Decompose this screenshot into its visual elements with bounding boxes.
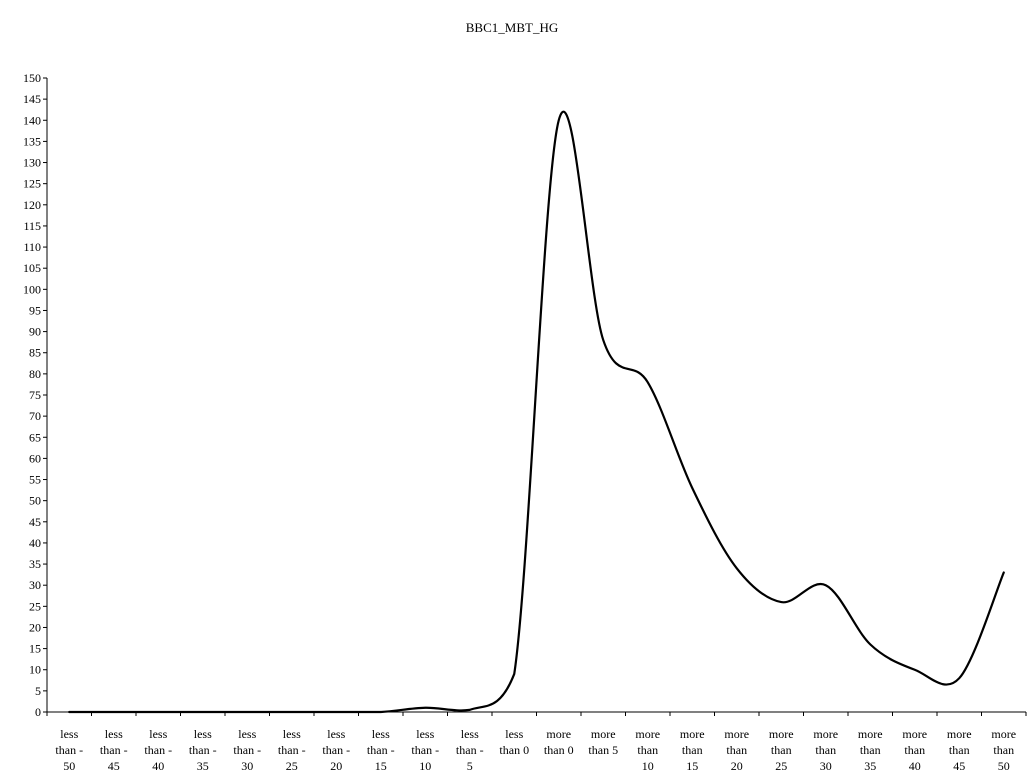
x-tick-label: more than 30 xyxy=(813,727,838,773)
y-tick-label: 130 xyxy=(23,156,41,170)
y-tick-label: 140 xyxy=(23,113,41,127)
x-tick-label: less than -5 xyxy=(456,727,484,773)
y-tick-label: 75 xyxy=(29,388,41,402)
y-tick-label: 45 xyxy=(29,515,41,529)
x-axis-ticks: less than -50 less than -45 less than -40 less… xyxy=(46,712,1027,773)
y-tick-label: 0 xyxy=(35,705,41,719)
y-tick-label: 20 xyxy=(29,620,41,634)
y-tick-label: 120 xyxy=(23,198,41,212)
x-tick-label: less than -20 xyxy=(322,727,350,773)
x-tick-label: less than -15 xyxy=(367,727,395,773)
y-tick-label: 30 xyxy=(29,578,41,592)
x-tick-label: more than 0 xyxy=(544,727,574,757)
x-tick-label: more than 45 xyxy=(947,727,972,773)
chart-title: BBC1_MBT_HG xyxy=(466,20,558,35)
y-tick-label: 10 xyxy=(29,663,41,677)
y-tick-label: 110 xyxy=(23,240,41,254)
x-tick-label: less than -30 xyxy=(233,727,261,773)
y-tick-label: 5 xyxy=(35,684,41,698)
x-tick-label: more than 5 xyxy=(588,727,618,757)
x-tick-label: less than -50 xyxy=(55,727,83,773)
y-tick-label: 25 xyxy=(29,599,41,613)
y-tick-label: 85 xyxy=(29,346,41,360)
y-tick-label: 100 xyxy=(23,282,41,296)
y-tick-label: 40 xyxy=(29,536,41,550)
y-tick-label: 135 xyxy=(23,134,41,148)
series-line xyxy=(68,110,1005,714)
y-tick-label: 60 xyxy=(29,451,41,465)
y-tick-label: 95 xyxy=(29,303,41,317)
y-tick-label: 90 xyxy=(29,325,41,339)
x-tick-label: less than -45 xyxy=(100,727,128,773)
x-tick-label: less than -40 xyxy=(144,727,172,773)
x-tick-label: less than 0 xyxy=(499,727,529,757)
x-tick-label: more than 25 xyxy=(769,727,794,773)
x-tick-label: more than 15 xyxy=(680,727,705,773)
x-tick-label: more than 10 xyxy=(635,727,660,773)
y-tick-label: 145 xyxy=(23,92,41,106)
x-tick-label: less than -10 xyxy=(411,727,439,773)
y-tick-label: 70 xyxy=(29,409,41,423)
y-axis-ticks: 0 5 10 15 20 25 30 35 40 45 50 55 60 65 70 75 80 85 90 95 10… xyxy=(23,71,47,719)
y-tick-label: 15 xyxy=(29,642,41,656)
y-tick-label: 125 xyxy=(23,177,41,191)
y-tick-label: 55 xyxy=(29,473,41,487)
x-tick-label: more than 35 xyxy=(858,727,883,773)
y-tick-label: 65 xyxy=(29,430,41,444)
x-tick-label: less than -35 xyxy=(189,727,217,773)
y-tick-label: 80 xyxy=(29,367,41,381)
y-tick-label: 150 xyxy=(23,71,41,85)
y-tick-label: 35 xyxy=(29,557,41,571)
x-tick-label: more than 20 xyxy=(724,727,749,773)
y-tick-label: 105 xyxy=(23,261,41,275)
x-tick-label: more than 40 xyxy=(902,727,927,773)
y-tick-label: 50 xyxy=(29,494,41,508)
x-tick-label: less than -25 xyxy=(278,727,306,773)
y-tick-label: 115 xyxy=(23,219,41,233)
x-tick-label: more than 50 xyxy=(991,727,1016,773)
